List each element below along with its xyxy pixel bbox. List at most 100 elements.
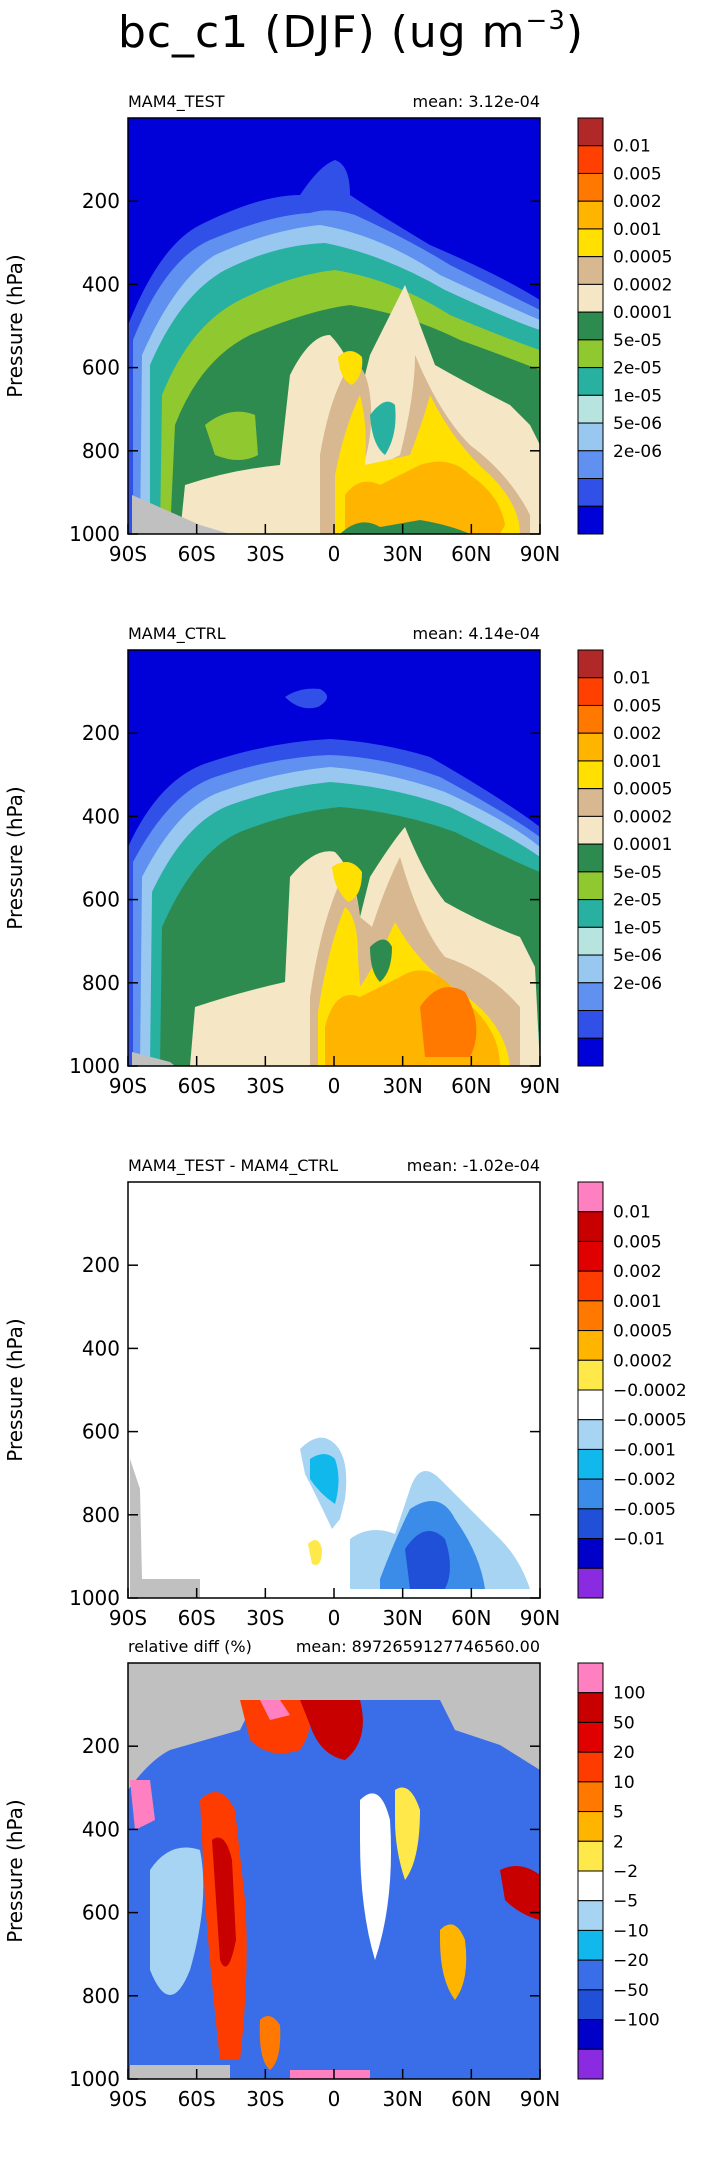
colorbar-label: 2e-06	[613, 974, 662, 994]
reldiff-top-red	[240, 1700, 310, 1754]
colorbar-label: 5e-05	[613, 863, 662, 883]
panel-test: MAM4_TEST mean: 3.12e-04 200 400 600 800 100…	[0, 95, 703, 630]
reldiff-east-red	[500, 1866, 540, 1920]
figure-title-close: )	[566, 7, 584, 58]
terrain-mask	[130, 1459, 200, 1598]
x-tick-label: 90N	[520, 2087, 560, 2111]
colorbar-label: 0.001	[613, 1292, 662, 1312]
colorbar-swatch	[577, 1448, 604, 1480]
colorbar-swatch	[577, 1300, 604, 1332]
y-tick-label: 1000	[69, 1054, 120, 1078]
colorbar-swatch	[577, 1721, 604, 1753]
colorbar-label: 5	[613, 1803, 624, 1823]
reldiff-yellow	[395, 1787, 420, 1880]
colorbar-swatch	[577, 1037, 604, 1067]
reldiff-orange	[440, 1924, 467, 2000]
x-tick-label: 0	[328, 542, 341, 566]
colorbar-label: −2	[613, 1862, 638, 1882]
x-tick-label: 30S	[246, 1606, 284, 1630]
colorbar-label: 0.001	[613, 752, 662, 772]
colorbar-swatch	[577, 1270, 604, 1302]
y-tick-label: 800	[82, 439, 120, 463]
svg-text:bc_c1 (DJF) (ug m−3): bc_c1 (DJF) (ug m−3)	[118, 6, 584, 58]
x-tick-label: 90N	[520, 1074, 560, 1098]
colorbar-swatch	[577, 843, 604, 873]
colorbar-swatch	[577, 677, 604, 706]
y-tick-label: 200	[82, 1734, 120, 1758]
y-tick-label: 1000	[69, 2067, 120, 2091]
diff-positive	[308, 1540, 322, 1565]
y-axis: 200 400 600 800 1000	[69, 1253, 540, 1610]
colorbar-label: −0.002	[613, 1470, 676, 1490]
reldiff-white-band	[360, 1793, 391, 1960]
colorbar-swatch	[577, 1211, 604, 1242]
x-tick-label: 0	[328, 1074, 341, 1098]
x-tick-label: 60S	[178, 542, 216, 566]
x-tick-label: 90S	[109, 1606, 147, 1630]
figure-title: bc_c1 (DJF) (ug m−3)	[118, 6, 584, 58]
colorbar-swatch	[577, 1959, 604, 1991]
x-tick-label: 60N	[451, 2087, 491, 2111]
panel-title: MAM4_TEST	[128, 95, 225, 112]
contour-band-1e-03-lobe	[338, 351, 363, 385]
colorbar-label: −20	[613, 1951, 649, 1971]
panel-mean: mean: 4.14e-04	[413, 627, 540, 643]
y-axis-label: Pressure (hPa)	[3, 786, 27, 929]
reldiff-light-west	[150, 1847, 204, 1995]
colorbar-swatch	[577, 2019, 604, 2050]
x-tick-label: 30S	[246, 2087, 284, 2111]
y-tick-label: 800	[82, 1984, 120, 2008]
contour-band-1e-04-lobe	[370, 939, 392, 982]
figure-title-text: bc_c1 (DJF) (ug m	[118, 7, 526, 58]
colorbar-swatch	[577, 256, 604, 285]
colorbar-swatch	[577, 311, 604, 341]
x-tick-label: 30N	[382, 1606, 422, 1630]
figure-title-exponent: −3	[526, 6, 566, 36]
contour-band-surface	[340, 520, 470, 534]
x-tick-label: 90S	[109, 2087, 147, 2111]
colorbar-swatch	[577, 422, 604, 452]
x-axis: 90S 60S 30S 0 30N 60N 90N	[109, 1588, 560, 1630]
colorbar-swatch	[577, 926, 604, 956]
terrain-mask	[132, 1052, 175, 1066]
contour-band-5e-05-lobe	[205, 411, 258, 460]
colorbar: 0.01 0.005 0.002 0.001 0.0005 0.0002 0.0001 5e-…	[577, 649, 672, 1067]
x-tick-label: 90N	[520, 542, 560, 566]
colorbar-label: 0.002	[613, 1262, 662, 1282]
colorbar-label: 0.002	[613, 724, 662, 744]
colorbar-label: −100	[613, 2011, 660, 2031]
colorbar-label: 1e-05	[613, 386, 662, 406]
colorbar-swatch	[577, 1840, 604, 1872]
x-tick-label: 60N	[451, 542, 491, 566]
colorbar-swatch	[577, 478, 604, 507]
colorbar-swatch	[577, 367, 604, 396]
colorbar-swatch	[577, 228, 604, 258]
x-tick-label: 30N	[382, 542, 422, 566]
colorbar-label: 1e-05	[613, 918, 662, 938]
panel-diff: MAM4_TEST - MAM4_CTRL mean: -1.02e-04 20…	[0, 1159, 703, 1694]
colorbar-swatch	[577, 283, 604, 313]
colorbar-label: 0.0005	[613, 248, 672, 268]
y-axis-label: Pressure (hPa)	[3, 254, 27, 397]
x-tick-label: 30S	[246, 1074, 284, 1098]
colorbar-swatch	[577, 871, 604, 901]
colorbar-swatch	[577, 1181, 604, 1213]
colorbar: 100 50 20 10 5 2 −2 −5 −10 −20 −50 −100	[577, 1662, 660, 2080]
contour-band-2e-05-lobe	[370, 401, 396, 455]
colorbar-swatch	[577, 982, 604, 1012]
reldiff-surface-pink	[290, 2070, 370, 2079]
colorbar-swatch	[577, 1508, 604, 1540]
colorbar-label: 5e-05	[613, 331, 662, 351]
colorbar-label: 0.01	[613, 1203, 651, 1223]
colorbar-label: 0.0002	[613, 807, 672, 827]
colorbar-label: 2e-05	[613, 891, 662, 911]
y-tick-label: 200	[82, 189, 120, 213]
colorbar-label: 0.0005	[613, 1322, 672, 1342]
colorbar-label: 50	[613, 1713, 635, 1733]
colorbar-swatch	[577, 1478, 604, 1510]
colorbar-swatch	[577, 1010, 604, 1039]
colorbar-swatch	[577, 1781, 604, 1813]
colorbar-swatch	[577, 1567, 604, 1599]
terrain-mask	[132, 495, 230, 534]
colorbar-swatch	[577, 450, 604, 480]
